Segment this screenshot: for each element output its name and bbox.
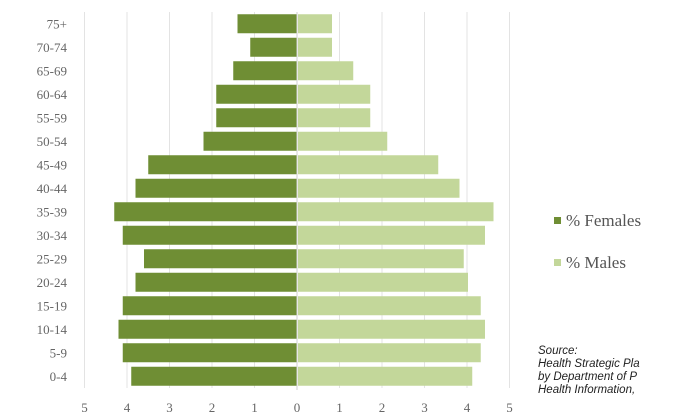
bar-female-70-74 <box>250 37 297 57</box>
bar-female-0-4 <box>131 366 297 386</box>
legend-label: % Males <box>566 253 626 272</box>
bar-male-0-4 <box>298 366 473 386</box>
y-tick-label: 35-39 <box>37 204 67 219</box>
bar-female-40-44 <box>135 178 297 198</box>
y-tick-label: 20-24 <box>37 275 68 290</box>
bar-male-35-39 <box>298 202 494 222</box>
bar-male-30-34 <box>298 225 485 245</box>
y-tick-label: 25-29 <box>37 251 67 266</box>
x-tick-label: 1 <box>336 400 343 415</box>
bar-female-25-29 <box>144 249 297 269</box>
bar-female-45-49 <box>148 155 297 175</box>
source-line: Source: <box>538 345 578 357</box>
bar-female-5-9 <box>122 343 297 363</box>
y-tick-label: 70-74 <box>37 40 68 55</box>
y-tick-label: 5-9 <box>50 345 67 360</box>
bar-male-70-74 <box>298 37 332 57</box>
x-tick-label: 4 <box>464 400 471 415</box>
bar-male-65-69 <box>298 61 354 81</box>
source-line: by Department of P <box>538 371 638 383</box>
x-tick-label: 3 <box>421 400 428 415</box>
y-tick-label: 45-49 <box>37 157 67 172</box>
bar-male-60-64 <box>298 84 371 104</box>
x-tick-label: 5 <box>81 400 88 415</box>
x-tick-label: 5 <box>506 400 513 415</box>
bar-female-65-69 <box>233 61 297 81</box>
x-tick-label: 0 <box>294 400 301 415</box>
x-tick-label: 4 <box>124 400 131 415</box>
bar-male-25-29 <box>298 249 464 269</box>
source-note: Source: Health Strategic Pla by Departme… <box>538 345 675 419</box>
bar-female-30-34 <box>122 225 297 245</box>
bar-female-10-14 <box>118 319 297 339</box>
bar-female-35-39 <box>114 202 297 222</box>
legend-swatch <box>554 259 561 266</box>
legend-label: % Females <box>566 211 641 230</box>
bar-female-50-54 <box>203 131 297 151</box>
y-tick-label: 65-69 <box>37 63 67 78</box>
y-tick-label: 55-59 <box>37 110 67 125</box>
source-line: Health Strategic Pla <box>538 358 640 370</box>
legend: % Females % Males <box>554 211 641 272</box>
y-tick-label: 10-14 <box>37 322 68 337</box>
y-tick-labels: 0-4 5-9 10-14 15-19 20-24 25-29 30-34 35-39 40-4… <box>37 16 68 384</box>
bar-female-60-64 <box>216 84 297 104</box>
bars <box>114 14 494 386</box>
bar-female-55-59 <box>216 108 297 128</box>
y-tick-label: 60-64 <box>37 87 68 102</box>
bar-male-50-54 <box>298 131 388 151</box>
y-tick-label: 0-4 <box>50 369 68 384</box>
source-line: Health Information, <box>538 384 636 396</box>
bar-male-5-9 <box>298 343 481 363</box>
y-tick-label: 50-54 <box>37 134 68 149</box>
x-tick-label: 2 <box>209 400 216 415</box>
bar-male-20-24 <box>298 272 468 292</box>
bar-female-15-19 <box>122 296 297 316</box>
bar-male-15-19 <box>298 296 481 316</box>
x-tick-label: 3 <box>166 400 173 415</box>
bar-male-45-49 <box>298 155 439 175</box>
legend-swatch <box>554 217 561 224</box>
y-tick-label: 15-19 <box>37 298 67 313</box>
bar-male-40-44 <box>298 178 460 198</box>
bar-female-20-24 <box>135 272 297 292</box>
y-tick-label: 30-34 <box>37 228 68 243</box>
bar-male-75+ <box>298 14 332 34</box>
x-tick-labels: 5 4 3 2 1 0 1 2 3 4 5 <box>81 400 513 415</box>
y-tick-label: 75+ <box>47 16 67 31</box>
x-tick-label: 2 <box>379 400 386 415</box>
bar-male-10-14 <box>298 319 485 339</box>
x-tick-label: 1 <box>251 400 258 415</box>
y-tick-label: 40-44 <box>37 181 68 196</box>
bar-male-55-59 <box>298 108 371 128</box>
bar-female-75+ <box>237 14 297 34</box>
